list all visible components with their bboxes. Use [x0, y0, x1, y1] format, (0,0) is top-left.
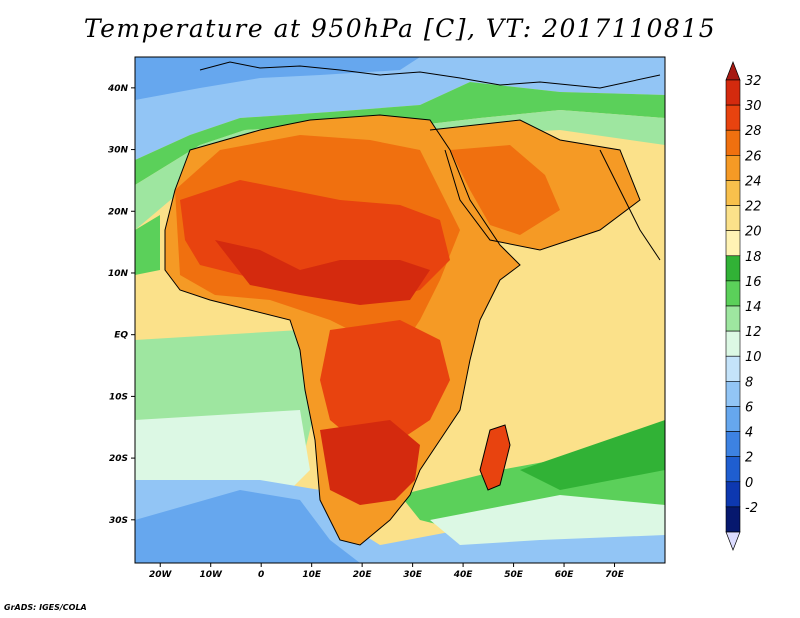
- colorbar-swatch: [725, 255, 741, 282]
- mediterranean-green-band: [135, 82, 665, 185]
- latitude-axis: 40N 30N 20N 10N EQ 10S 20S 30S: [107, 84, 135, 526]
- lon-tick-label: 50E: [504, 570, 524, 580]
- europe-coastline: [199, 61, 661, 89]
- colorbar-swatch: [725, 205, 741, 231]
- lat-tick-label: 10S: [109, 392, 128, 402]
- colorbar-label: 6: [745, 400, 753, 415]
- lon-tick-label: 20E: [353, 570, 373, 580]
- lat-tick-label: 30S: [109, 516, 128, 526]
- colorbar-label: 28: [745, 124, 762, 139]
- colorbar-top-arrow: [725, 61, 741, 81]
- map-frame: [134, 56, 666, 564]
- colorbar-bottom-arrow: [725, 531, 741, 551]
- colorbar-label: 26: [745, 149, 762, 164]
- lat-tick-label: 30N: [108, 146, 129, 156]
- colorbar-swatch: [725, 431, 741, 457]
- lon-tick-label: 40E: [453, 570, 474, 580]
- coastlines: [164, 61, 661, 546]
- lon-tick-label: 60E: [555, 570, 575, 580]
- colorbar-swatch: [725, 230, 741, 257]
- grads-credit: GrADS: IGES/COLA: [4, 603, 87, 612]
- colorbar-label: -2: [745, 501, 758, 516]
- colorbar-label: 4: [745, 426, 753, 441]
- central-africa-hot: [320, 320, 450, 445]
- lon-tick-label: 70E: [605, 570, 625, 580]
- longitude-axis: 20W 10W 0 10E 20E 30E 40E 50E 60E 70E: [149, 563, 625, 580]
- india-coastline: [599, 149, 661, 261]
- colorbar-label: 8: [745, 375, 753, 390]
- colorbar-label: 14: [745, 300, 762, 315]
- colorbar-swatch: [725, 180, 741, 206]
- lat-tick-label: 40N: [107, 84, 129, 94]
- map-plot-area: [135, 57, 665, 563]
- colorbar-label: 22: [745, 200, 762, 215]
- colorbar-label: 0: [745, 476, 753, 491]
- colorbar-swatch: [725, 280, 741, 307]
- colorbar-label: 2: [745, 451, 753, 466]
- lat-tick-label: 20S: [109, 454, 128, 464]
- africa-coastline: [164, 114, 521, 546]
- map-title: Temperature at 950hPa [C], VT: 201711081…: [83, 14, 717, 43]
- colorbar-swatch: [725, 481, 741, 508]
- southern-ocean-colder: [135, 490, 360, 563]
- colorbar-swatch: [725, 506, 741, 533]
- lon-tick-label: 10W: [199, 570, 223, 580]
- colorbar-swatch: [725, 305, 741, 332]
- colorbar-label: 32: [745, 74, 762, 89]
- colorbar-swatch: [725, 381, 741, 407]
- colorbar-swatch: [725, 155, 741, 181]
- lat-tick-label: 20N: [108, 207, 129, 217]
- madagascar-coastline: [479, 424, 511, 491]
- lon-tick-label: 10E: [302, 570, 322, 580]
- colorbar-label: 24: [745, 174, 762, 189]
- colorbar-swatch: [725, 129, 741, 156]
- lon-tick-label: 0: [258, 570, 264, 580]
- colorbar-swatch: [725, 79, 741, 106]
- colorbar-swatch: [725, 330, 741, 357]
- colorbar-label: 10: [745, 350, 762, 365]
- colorbar-swatch: [725, 406, 741, 432]
- colorbar-label: 30: [745, 99, 762, 114]
- lat-tick-label: 10N: [108, 269, 129, 279]
- southern-africa-hottest: [320, 420, 420, 505]
- sahel-hottest: [215, 240, 430, 305]
- lon-tick-label: 20W: [149, 570, 173, 580]
- colorbar-swatch: [725, 104, 741, 131]
- arabia-coastline: [429, 119, 641, 251]
- arabia-hot: [450, 145, 560, 235]
- colorbar-label: 18: [745, 250, 762, 265]
- europe-colder-field: [135, 57, 420, 100]
- colorbar-swatch: [725, 355, 741, 382]
- colorbar-label: 12: [745, 325, 762, 340]
- lon-tick-label: 30E: [403, 570, 423, 580]
- colorbar-label: 16: [745, 275, 762, 290]
- indian-ocean-dark-green: [520, 420, 665, 490]
- atlantic-green-strip: [135, 215, 160, 275]
- lat-tick-label: EQ: [114, 331, 128, 341]
- colorbar-label: 20: [745, 225, 762, 240]
- southern-indian-cool: [430, 495, 665, 545]
- colorbar-swatch: [725, 456, 741, 483]
